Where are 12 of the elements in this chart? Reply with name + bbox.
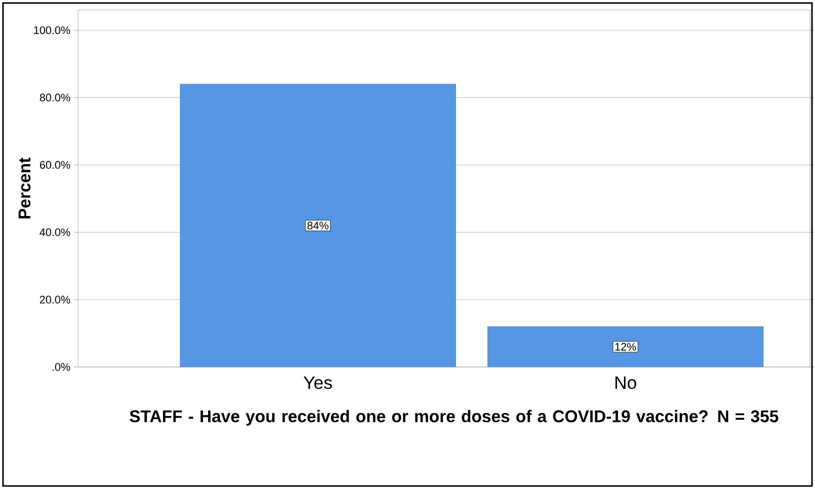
y-tick-label: 40.0% [40, 228, 70, 236]
x-tick-label: No [615, 376, 636, 390]
y-tick-label: 100.0% [34, 26, 70, 34]
x-tick-label: Yes [304, 376, 332, 390]
y-tick-label: 60.0% [40, 161, 70, 169]
data-label: 12% [615, 342, 636, 351]
y-axis-title: Percent [18, 158, 30, 218]
y-tick-label: .0% [52, 363, 70, 371]
x-axis-title: STAFF - Have you received one or more doses of a COVID-19 vaccine? N = 355 [130, 410, 778, 426]
y-tick-label: 20.0% [40, 296, 70, 304]
y-tick-label: 80.0% [40, 94, 70, 102]
data-label: 84% [307, 222, 328, 230]
